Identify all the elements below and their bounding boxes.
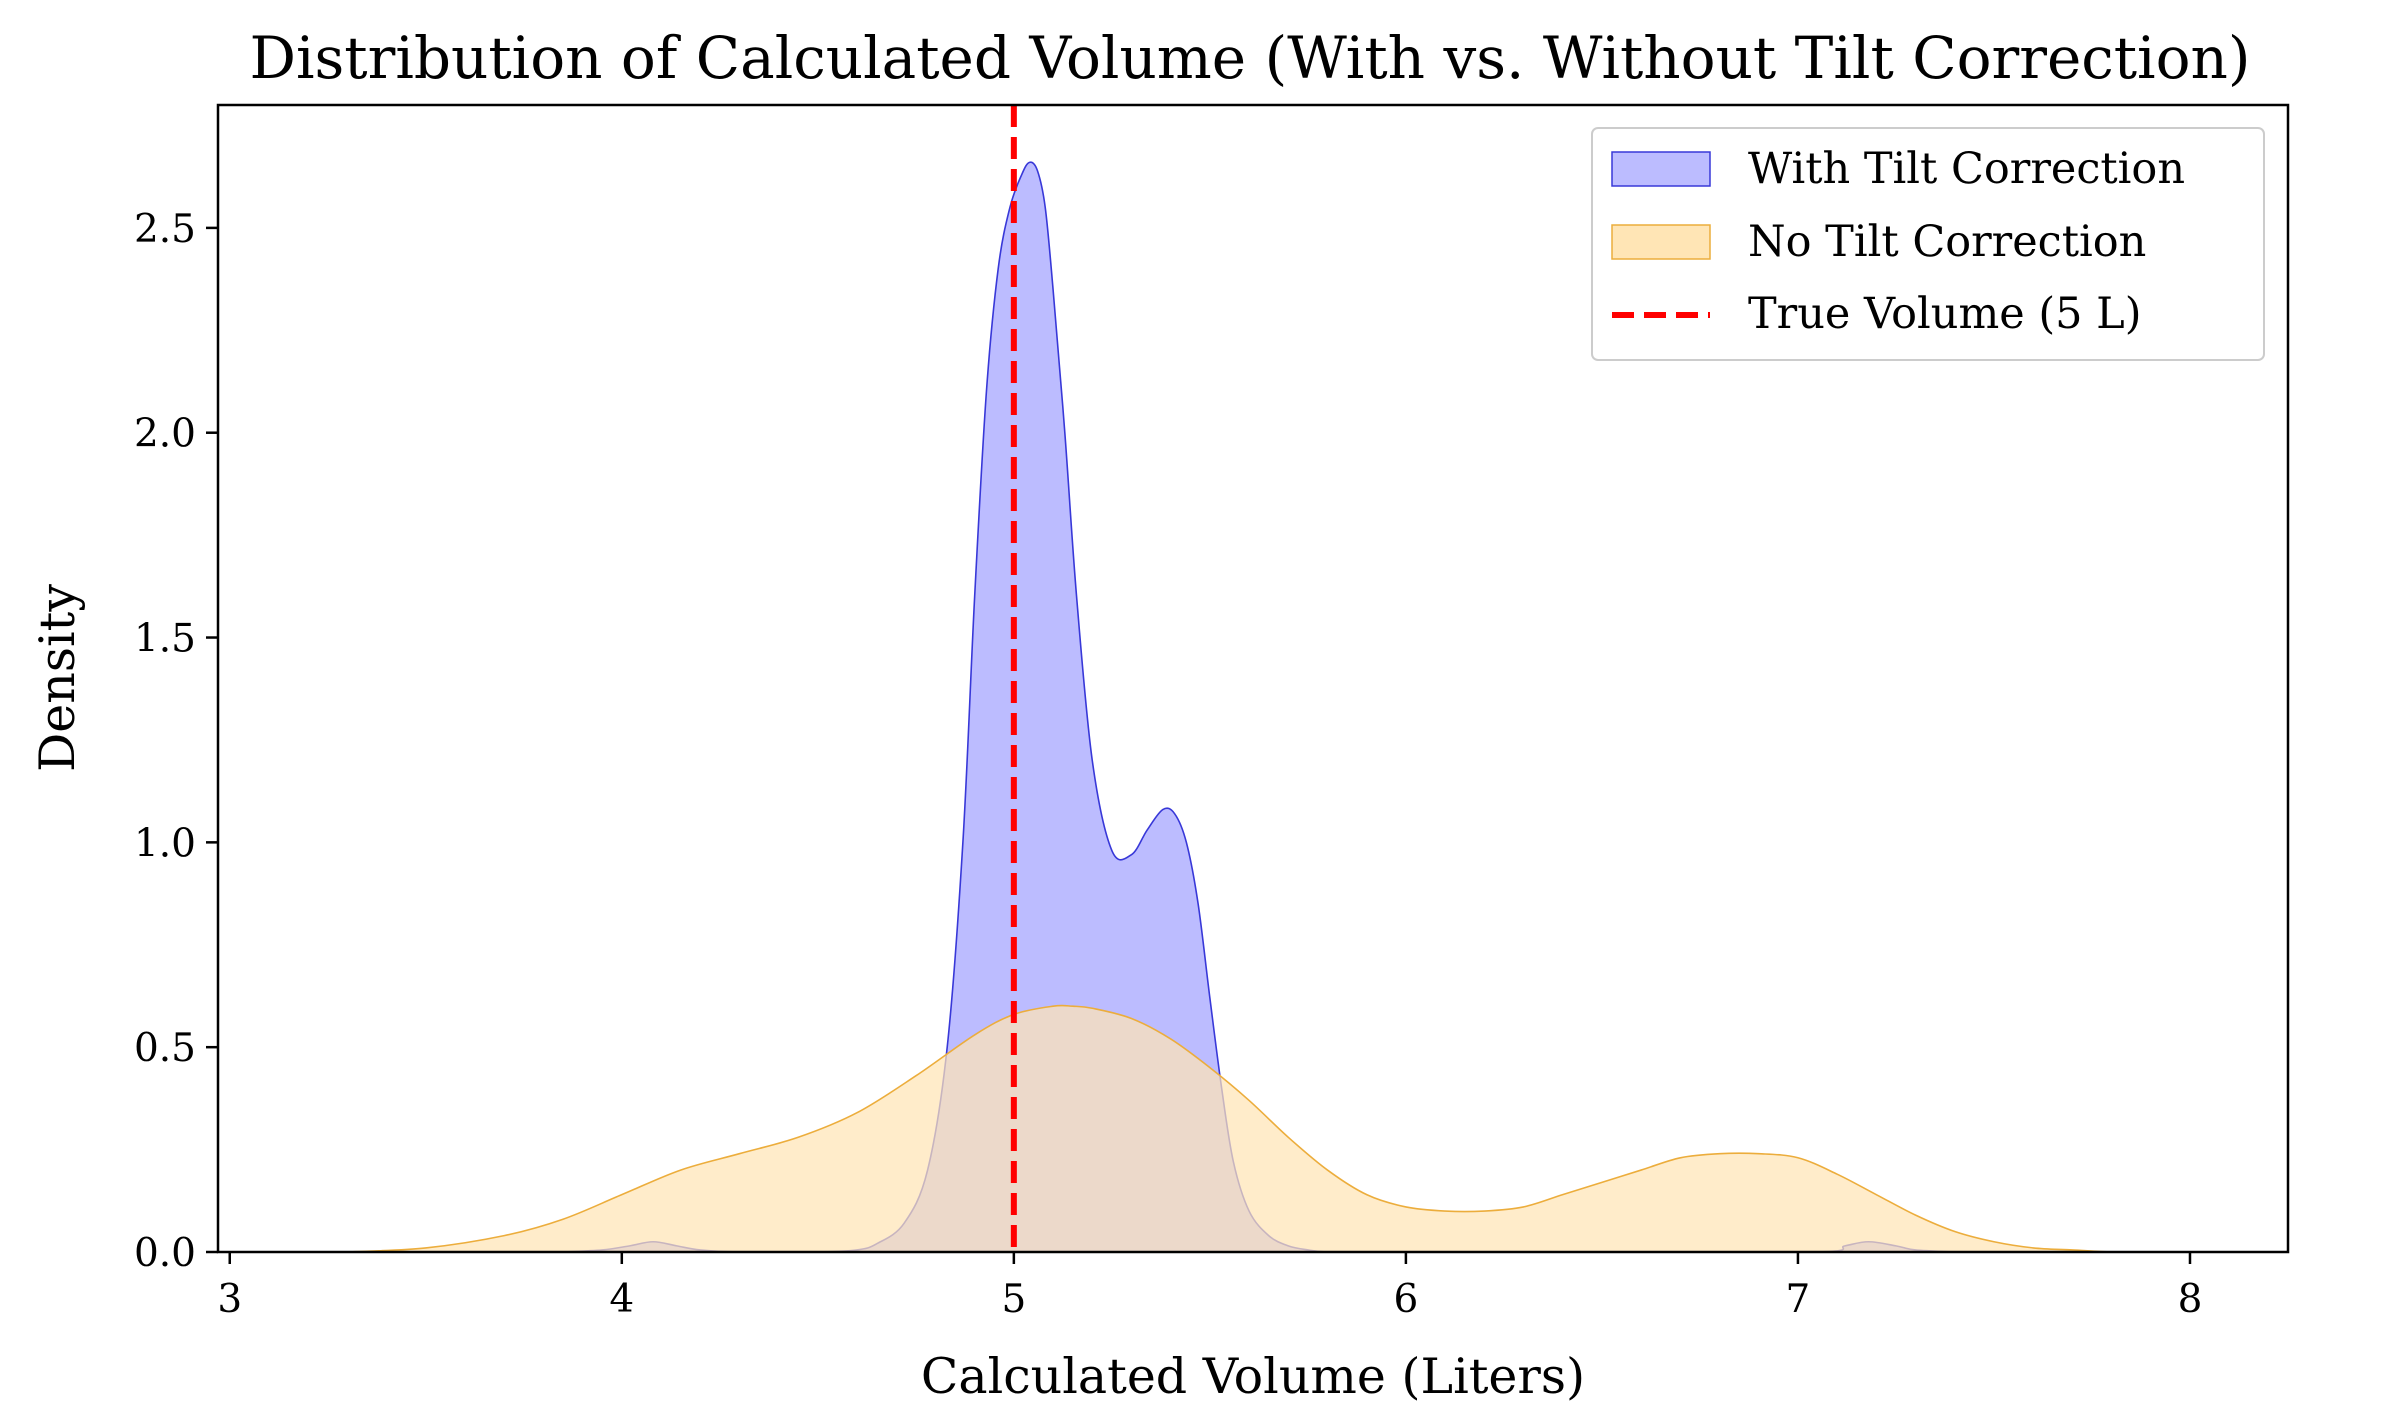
x-tick-label: 6 xyxy=(1393,1277,1418,1322)
chart-title: Distribution of Calculated Volume (With … xyxy=(249,24,2250,92)
legend-swatch-no-tilt xyxy=(1611,224,1711,260)
legend-label-no-tilt: No Tilt Correction xyxy=(1748,217,2146,267)
x-axis-ticks: 3 4 5 6 7 8 xyxy=(217,1252,2202,1322)
x-axis-label: Calculated Volume (Liters) xyxy=(921,1348,1585,1405)
y-tick-label: 1.0 xyxy=(134,821,196,866)
y-tick-label: 1.5 xyxy=(134,617,196,662)
x-tick-label: 8 xyxy=(2178,1277,2203,1322)
x-tick-label: 3 xyxy=(217,1277,242,1322)
legend-label-true-volume: True Volume (5 L) xyxy=(1748,289,2142,339)
legend-swatch-with-tilt xyxy=(1611,151,1711,187)
x-tick-label: 7 xyxy=(1786,1277,1811,1322)
legend: With Tilt Correction No Tilt Correction … xyxy=(1591,127,2265,361)
x-tick-label: 4 xyxy=(609,1277,634,1322)
y-tick-label: 0.0 xyxy=(134,1231,196,1276)
legend-label-with-tilt: With Tilt Correction xyxy=(1748,144,2185,194)
x-tick-label: 5 xyxy=(1001,1277,1026,1322)
area-fill-no-tilt-correction xyxy=(347,1005,2151,1252)
plot-area: 3 4 5 6 7 8 0.0 0.5 1.0 1.5 2.0 2.5 xyxy=(134,103,2290,1322)
y-tick-label: 2.5 xyxy=(134,207,196,252)
y-axis-label: Density xyxy=(29,584,86,772)
y-tick-label: 0.5 xyxy=(134,1026,196,1071)
plot-frame xyxy=(216,103,2290,1254)
density-curve-no-tilt-correction xyxy=(347,1004,2151,1253)
legend-frame xyxy=(1591,127,2265,361)
y-axis-ticks: 0.0 0.5 1.0 1.5 2.0 2.5 xyxy=(134,207,218,1276)
y-tick-label: 2.0 xyxy=(134,412,196,457)
